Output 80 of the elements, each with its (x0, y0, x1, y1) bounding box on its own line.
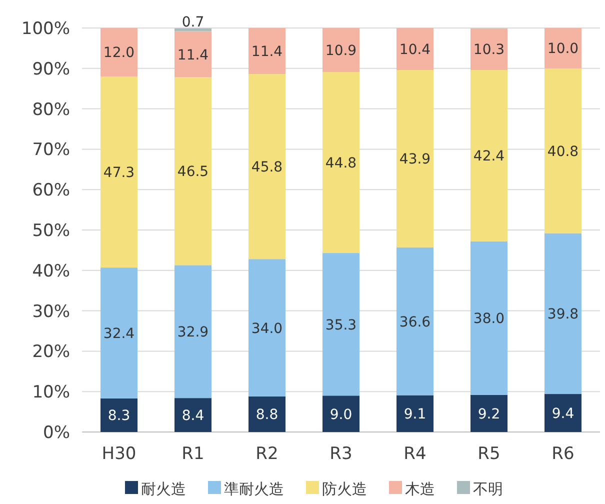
bar (174, 265, 212, 398)
bar (470, 70, 508, 242)
data-label: 45.8 (251, 160, 283, 176)
bar (248, 74, 286, 260)
bar (100, 268, 138, 398)
data-label: 8.8 (256, 407, 278, 424)
bar (396, 28, 434, 70)
y-tick-label: 70% (32, 140, 70, 160)
x-tick-label: R6 (552, 444, 574, 464)
data-label: 12.0 (103, 45, 135, 62)
x-tick-label: R3 (330, 444, 352, 464)
legend-label: 耐火造 (141, 480, 186, 498)
x-tick-label: R4 (404, 444, 426, 464)
bar (470, 28, 508, 70)
data-label: 34.0 (251, 320, 283, 337)
bar (544, 394, 582, 432)
data-label: 9.1 (404, 406, 426, 423)
legend-label: 木造 (405, 480, 435, 498)
y-tick-label: 20% (32, 342, 70, 362)
y-tick-label: 90% (32, 59, 70, 80)
bar (544, 68, 582, 234)
bar (396, 70, 434, 248)
data-label: 38.0 (473, 311, 505, 328)
data-label: 44.8 (325, 156, 357, 172)
y-tick-label: 50% (32, 221, 70, 241)
y-tick-label: 10% (32, 382, 70, 403)
bar (322, 396, 360, 432)
bar (100, 28, 138, 76)
data-label: 35.3 (325, 317, 357, 334)
bar (544, 28, 582, 68)
data-label: 10.3 (473, 42, 505, 58)
y-tick-label: 30% (32, 302, 70, 322)
y-tick-label: 0% (43, 423, 70, 443)
data-label: 0.7 (182, 14, 204, 30)
data-label: 42.4 (473, 148, 505, 165)
data-label: 10.0 (547, 41, 579, 58)
bar (248, 259, 286, 396)
bar (100, 398, 138, 432)
data-label: 8.3 (108, 408, 130, 424)
y-tick-label: 40% (32, 261, 70, 282)
legend-label: 防火造 (322, 480, 367, 498)
bar (396, 247, 434, 396)
data-label: 40.8 (547, 144, 579, 160)
data-label: 43.9 (399, 152, 431, 168)
legend-label: 不明 (473, 480, 503, 498)
y-tick-label: 80% (32, 100, 70, 120)
data-label: 39.8 (547, 306, 579, 323)
data-label: 10.9 (325, 43, 357, 60)
data-label: 32.9 (177, 324, 209, 341)
data-label: 9.4 (552, 406, 574, 422)
bar (470, 394, 508, 432)
data-label: 36.6 (399, 314, 431, 330)
x-tick-label: R2 (256, 444, 278, 464)
y-tick-label: 100% (21, 19, 70, 39)
bar (100, 76, 138, 268)
bar (174, 31, 212, 78)
data-label: 46.5 (177, 164, 209, 180)
data-label: 11.4 (177, 47, 209, 64)
bar (396, 395, 434, 432)
bar (470, 241, 508, 395)
x-tick-label: R1 (182, 444, 204, 464)
data-label: 10.4 (399, 42, 431, 58)
data-label: 47.3 (103, 165, 135, 182)
y-tick-label: 60% (32, 180, 70, 201)
bar (322, 72, 360, 254)
bar (322, 253, 360, 396)
bar (248, 396, 286, 432)
data-label: 32.4 (103, 326, 135, 342)
x-tick-label: H30 (102, 444, 136, 464)
data-label: 8.4 (182, 408, 204, 424)
legend-label: 準耐火造 (224, 480, 284, 498)
bar (174, 77, 212, 266)
x-tick-label: R5 (478, 444, 500, 464)
bar (544, 233, 582, 394)
bar (248, 28, 286, 74)
bar (322, 28, 360, 72)
data-label: 9.2 (478, 406, 500, 422)
data-label: 9.0 (330, 406, 352, 423)
data-label: 11.4 (251, 44, 283, 60)
bar (174, 398, 212, 432)
